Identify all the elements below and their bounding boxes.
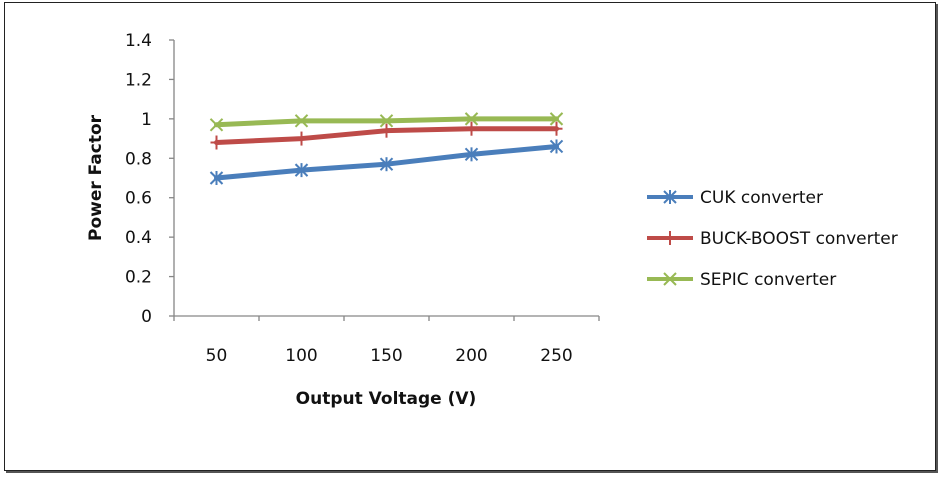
x-tick-label: 50 xyxy=(206,346,228,366)
x-axis: 50 100 150 200 250 xyxy=(173,315,600,366)
y-tick-label: 1.2 xyxy=(125,70,152,90)
y-tick-label: 0 xyxy=(141,307,152,327)
series-layer xyxy=(209,112,564,185)
x-tick-label: 250 xyxy=(540,346,572,366)
data-point xyxy=(210,135,223,150)
data-point xyxy=(294,163,309,178)
legend-item: BUCK-BOOST converter xyxy=(647,229,898,249)
y-tick-label: 0.6 xyxy=(125,189,152,209)
series-cuk-converter xyxy=(209,139,564,185)
legend-marker xyxy=(664,231,676,245)
data-point xyxy=(294,114,309,128)
data-point xyxy=(209,171,224,185)
data-point xyxy=(549,139,564,154)
legend-label: CUK converter xyxy=(700,188,823,208)
x-tick-label: 200 xyxy=(455,346,487,366)
legend-marker xyxy=(663,272,677,286)
x-tick-label: 100 xyxy=(285,346,317,366)
data-point xyxy=(295,131,308,146)
data-point xyxy=(209,118,224,132)
legend-marker xyxy=(663,190,677,204)
series-sepic-converter xyxy=(209,112,564,132)
legend-item: SEPIC converter xyxy=(647,270,836,290)
data-point xyxy=(550,121,563,136)
y-axis: 0 0.2 0.4 0.6 0.8 1 1.2 1.4 xyxy=(125,31,175,327)
legend-label: SEPIC converter xyxy=(700,270,836,290)
data-point xyxy=(549,112,564,126)
data-point xyxy=(464,147,479,162)
y-tick-label: 0.4 xyxy=(125,228,152,248)
y-tick-label: 1.4 xyxy=(125,31,152,51)
y-tick-label: 0.2 xyxy=(125,268,152,288)
x-axis-title: Output Voltage (V) xyxy=(296,389,477,409)
data-point xyxy=(379,157,394,172)
y-tick-label: 1 xyxy=(141,110,152,130)
data-point xyxy=(464,112,479,126)
x-tick-label: 150 xyxy=(370,346,402,366)
data-point xyxy=(465,121,478,136)
data-point xyxy=(379,114,394,128)
y-axis-title: Power Factor xyxy=(86,114,106,241)
legend: CUK converter BUCK-BOOST converter SEPIC c… xyxy=(647,188,898,290)
series-buck-boost-converter xyxy=(210,121,563,150)
chart-frame xyxy=(4,2,936,471)
legend-item: CUK converter xyxy=(647,188,823,208)
y-tick-label: 0.8 xyxy=(125,149,152,169)
data-point xyxy=(380,123,393,138)
legend-label: BUCK-BOOST converter xyxy=(700,229,898,249)
